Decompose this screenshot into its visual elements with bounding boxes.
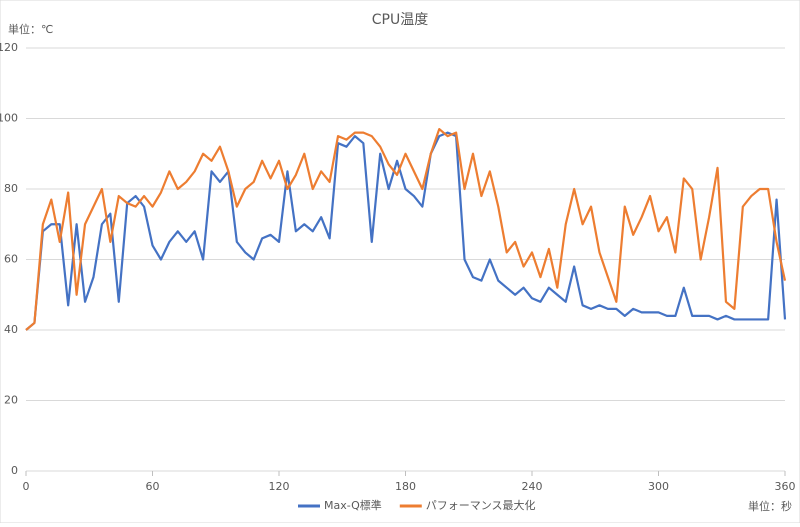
- y-unit-label: 単位：℃: [8, 22, 53, 36]
- x-tick-label: 0: [23, 480, 30, 493]
- series-line: [25, 127, 787, 331]
- y-tick-label: 100: [0, 112, 18, 125]
- x-tick-label: 180: [395, 480, 416, 493]
- x-tick-label: 120: [269, 480, 290, 493]
- chart-title: CPU温度: [372, 12, 428, 28]
- y-tick-label: 120: [0, 41, 18, 54]
- x-tick-label: 360: [775, 480, 796, 493]
- y-tick-label: 20: [4, 394, 18, 407]
- x-tick-label: 300: [648, 480, 669, 493]
- legend-label: Max-Q標準: [324, 498, 382, 512]
- x-tick-label: 240: [522, 480, 543, 493]
- y-tick-label: 60: [4, 253, 18, 266]
- x-unit-label: 単位：秒: [748, 499, 792, 513]
- y-tick-label: 0: [11, 464, 18, 477]
- y-tick-label: 80: [4, 182, 18, 195]
- legend-label: パフォーマンス最大化: [426, 498, 536, 512]
- series-line: [25, 131, 787, 331]
- y-tick-label: 40: [4, 323, 18, 336]
- x-tick-label: 60: [146, 480, 160, 493]
